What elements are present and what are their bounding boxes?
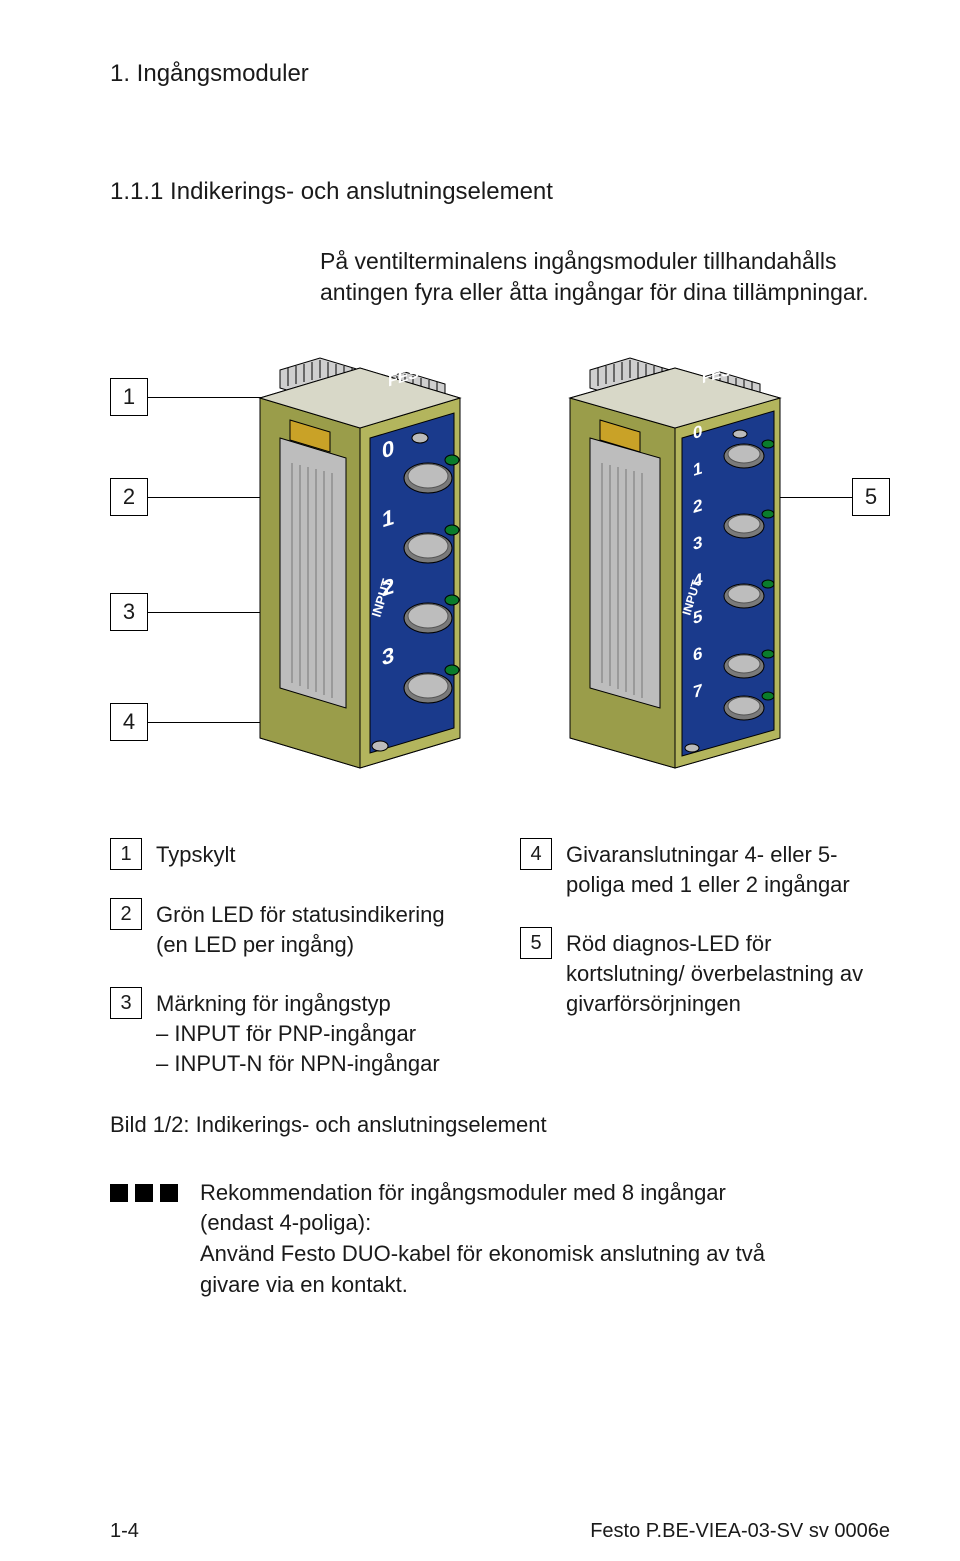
svg-text:1: 1 <box>693 458 703 481</box>
callout-box-3: 3 <box>110 593 148 631</box>
recommendation-text: Rekommendation för ingångsmoduler med 8 … <box>200 1178 770 1301</box>
svg-text:0: 0 <box>382 435 394 463</box>
callout-box-5: 5 <box>852 478 890 516</box>
legend-text: Grön LED för statusindikering (en LED pe… <box>156 898 480 959</box>
legend-item: 4 Givaranslutningar 4- eller 5-poliga me… <box>520 838 890 899</box>
legend-main: Märkning för ingångstyp <box>156 991 391 1016</box>
svg-text:7: 7 <box>693 680 702 702</box>
legend-num: 4 <box>520 838 552 870</box>
module-4port: FESTO INPUT 0 1 <box>220 348 480 788</box>
svg-text:5: 5 <box>693 606 703 629</box>
legend-text: Röd diagnos-LED för kortslutning/ överbe… <box>566 927 890 1018</box>
svg-text:0: 0 <box>693 421 702 443</box>
bullet-squares-icon <box>110 1178 178 1202</box>
legend-col-left: 1 Typskylt 2 Grön LED för statusindikeri… <box>110 838 480 1106</box>
legend-col-right: 4 Givaranslutningar 4- eller 5-poliga me… <box>520 838 890 1106</box>
svg-text:4: 4 <box>693 569 703 592</box>
chapter-heading: 1. Ingångsmoduler <box>110 60 890 88</box>
legend-sub: – INPUT-N för NPN-ingångar <box>156 1049 440 1079</box>
footer-doc-id: Festo P.BE-VIEA-03-SV sv 0006e <box>590 1520 890 1543</box>
intro-paragraph: På ventilterminalens ingångsmoduler till… <box>320 246 880 308</box>
svg-text:6: 6 <box>693 643 703 666</box>
figure-caption: Bild 1/2: Indikerings- och anslutningsel… <box>110 1112 890 1138</box>
legend-sub: – INPUT för PNP-ingångar <box>156 1019 440 1049</box>
legend-num: 3 <box>110 987 142 1019</box>
legend-item: 2 Grön LED för statusindikering (en LED … <box>110 898 480 959</box>
svg-text:3: 3 <box>382 642 394 670</box>
footer-page-number: 1-4 <box>110 1520 139 1543</box>
module-8port: FESTO INPUT 0 1 2 3 <box>530 348 800 788</box>
section-heading: 1.1.1 Indikerings- och anslutningselemen… <box>110 178 890 206</box>
svg-text:2: 2 <box>693 495 702 517</box>
diagram-area: 1 2 3 4 5 <box>110 368 890 798</box>
callout-box-4: 4 <box>110 703 148 741</box>
legend-item: 3 Märkning för ingångstyp – INPUT för PN… <box>110 987 480 1078</box>
callout-box-1: 1 <box>110 378 148 416</box>
legend-num: 2 <box>110 898 142 930</box>
legend: 1 Typskylt 2 Grön LED för statusindikeri… <box>110 838 890 1106</box>
svg-text:1: 1 <box>382 504 394 532</box>
legend-item: 1 Typskylt <box>110 838 480 870</box>
legend-text: Typskylt <box>156 838 235 870</box>
legend-num: 1 <box>110 838 142 870</box>
legend-num: 5 <box>520 927 552 959</box>
legend-text: Märkning för ingångstyp – INPUT för PNP-… <box>156 987 440 1078</box>
legend-text: Givaranslutningar 4- eller 5-poliga med … <box>566 838 890 899</box>
legend-item: 5 Röd diagnos-LED för kortslutning/ över… <box>520 927 890 1018</box>
recommendation-row: Rekommendation för ingångsmoduler med 8 … <box>110 1178 890 1301</box>
page-footer: 1-4 Festo P.BE-VIEA-03-SV sv 0006e <box>0 1520 960 1543</box>
svg-text:3: 3 <box>693 532 703 555</box>
svg-text:2: 2 <box>382 573 394 601</box>
callout-box-2: 2 <box>110 478 148 516</box>
